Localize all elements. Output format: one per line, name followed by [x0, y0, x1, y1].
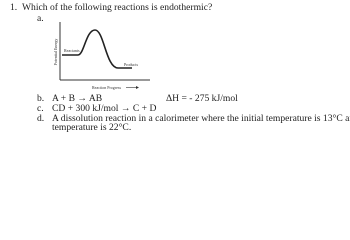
y-axis-label: Potential Energy	[53, 39, 58, 66]
option-letter: d.	[37, 113, 45, 124]
x-arrow-head	[136, 86, 139, 89]
products-label: Products	[124, 62, 138, 67]
question-number: 1.	[10, 2, 18, 13]
x-axis-label: Reaction Progress	[92, 85, 121, 90]
question-text: Which of the following reactions is endo…	[22, 2, 213, 13]
energy-curve	[62, 29, 132, 69]
option-note: ΔH = - 275 kJ/mol	[166, 93, 238, 104]
option-text: CD + 300 kJ/mol → C + D	[52, 103, 157, 114]
option-text: temperature is 22°C.	[52, 122, 132, 133]
option-letter: a.	[37, 13, 44, 24]
page: 1. Which of the following reactions is e…	[10, 2, 350, 133]
option-letter: b.	[37, 93, 45, 104]
option-letter: c.	[37, 103, 44, 114]
energy-diagram: Potential Energy Reactants Products Reac…	[53, 22, 150, 90]
option-text: A dissolution reaction in a calorimeter …	[52, 113, 350, 124]
reactants-label: Reactants	[64, 48, 80, 53]
option-text: A + B → AB	[52, 93, 103, 104]
